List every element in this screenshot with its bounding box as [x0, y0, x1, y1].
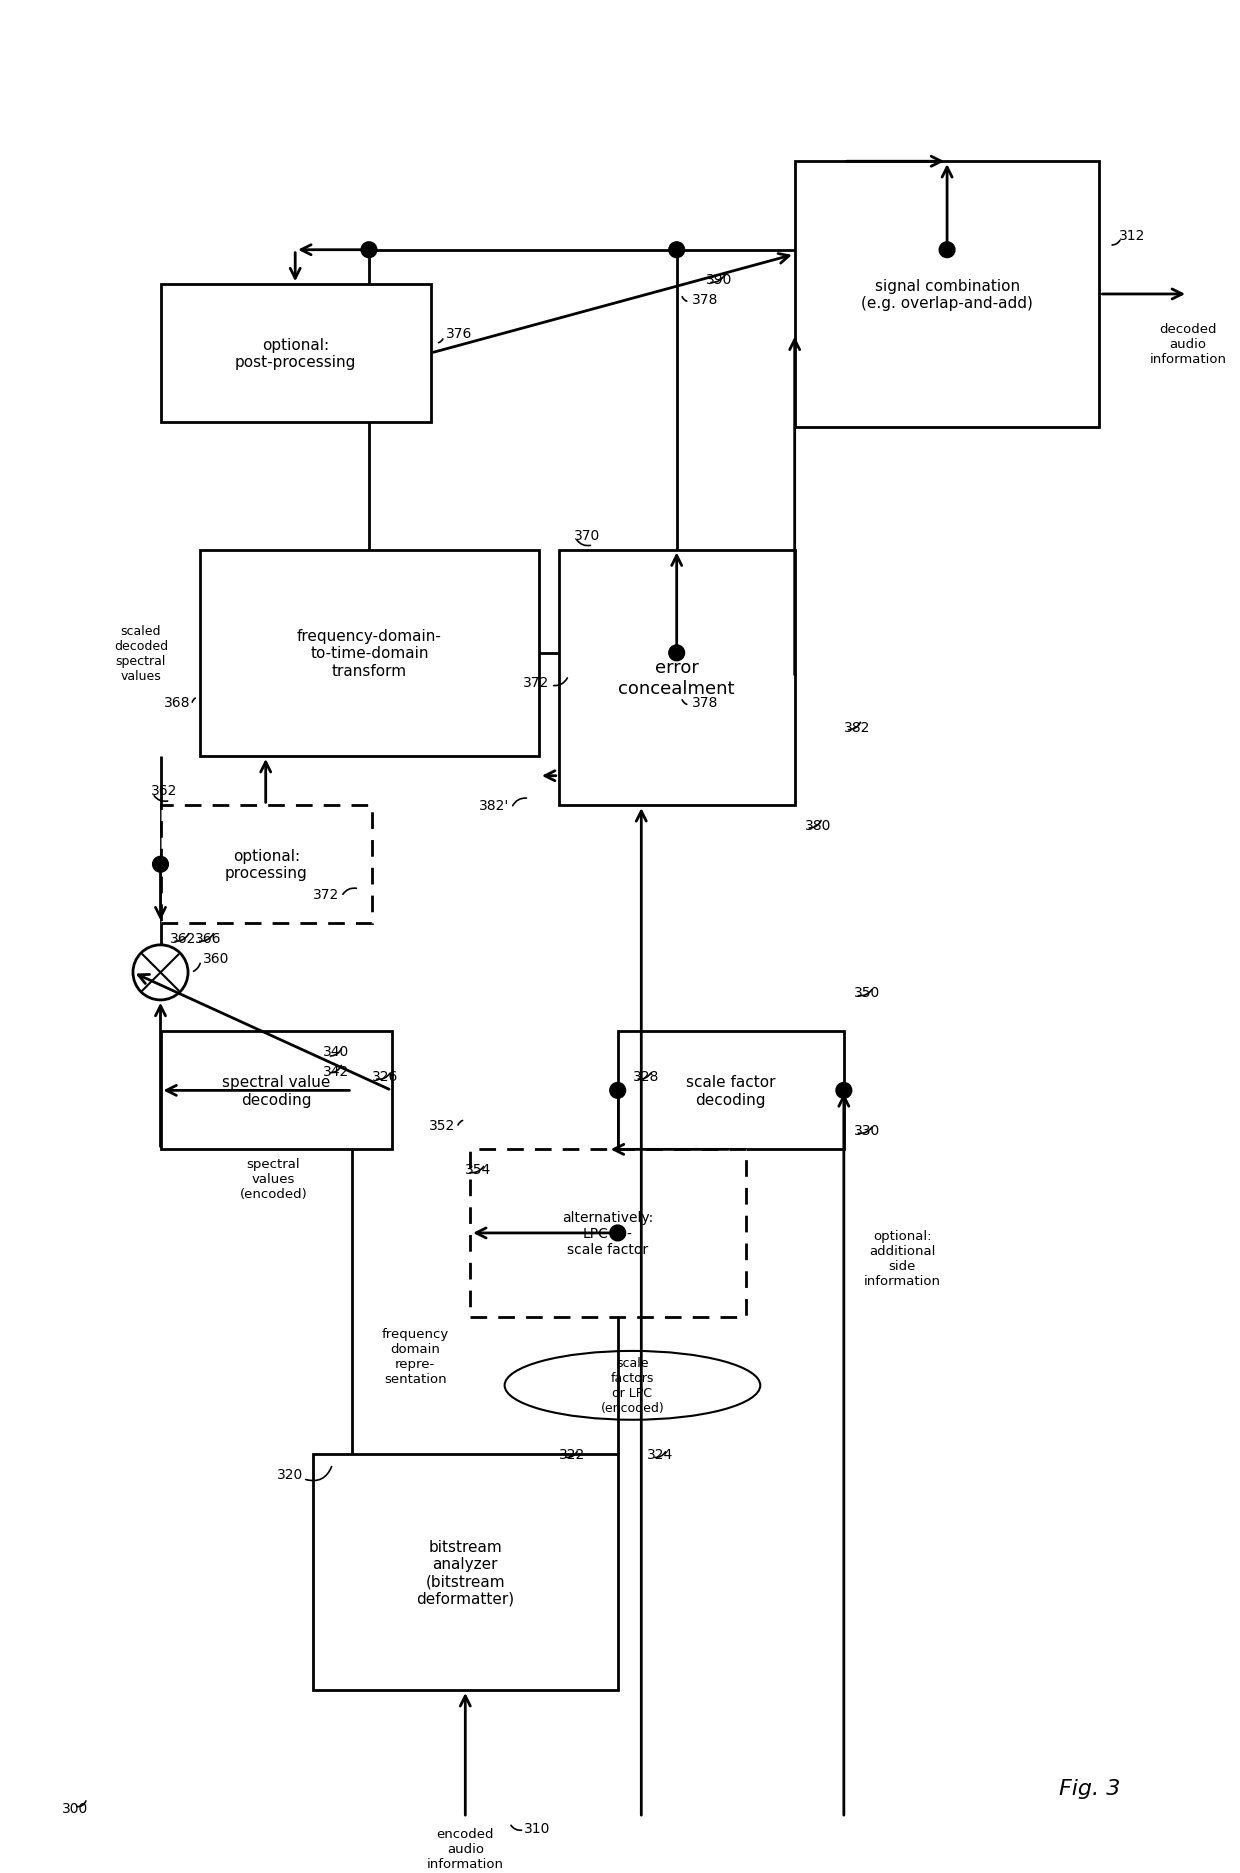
Text: alternatively:
LPC-to-
scale factor: alternatively: LPC-to- scale factor [562, 1210, 653, 1257]
Text: error
concealment: error concealment [619, 659, 735, 697]
Text: frequency-domain-
to-time-domain
transform: frequency-domain- to-time-domain transfo… [298, 629, 441, 678]
Text: 372: 372 [314, 888, 340, 901]
Text: 352: 352 [429, 1118, 455, 1131]
Text: 370: 370 [573, 528, 600, 543]
Text: Fig. 3: Fig. 3 [1059, 1779, 1120, 1798]
Text: 342: 342 [322, 1064, 348, 1079]
FancyBboxPatch shape [160, 805, 372, 923]
FancyBboxPatch shape [200, 551, 539, 757]
FancyBboxPatch shape [470, 1150, 745, 1317]
Text: scale
factors
or LPC
(encoded): scale factors or LPC (encoded) [600, 1356, 665, 1414]
FancyBboxPatch shape [160, 285, 430, 423]
Text: 362: 362 [170, 931, 197, 946]
Text: encoded
audio
information: encoded audio information [427, 1826, 503, 1869]
Text: 380: 380 [805, 819, 831, 832]
Circle shape [668, 646, 684, 661]
Text: signal combination
(e.g. overlap-and-add): signal combination (e.g. overlap-and-add… [861, 279, 1033, 311]
FancyBboxPatch shape [618, 1032, 844, 1150]
Text: 310: 310 [525, 1821, 551, 1836]
Text: 368: 368 [164, 695, 190, 710]
Text: optional:
additional
side
information: optional: additional side information [863, 1229, 940, 1287]
Text: 354: 354 [465, 1163, 491, 1176]
Circle shape [939, 243, 955, 258]
Text: 326: 326 [372, 1069, 398, 1083]
Text: scale factor
decoding: scale factor decoding [686, 1075, 775, 1107]
Text: 312: 312 [1120, 229, 1146, 243]
Text: 390: 390 [707, 273, 733, 287]
Text: 360: 360 [203, 951, 229, 965]
Text: 300: 300 [62, 1802, 88, 1815]
FancyBboxPatch shape [312, 1455, 618, 1689]
Circle shape [668, 243, 684, 258]
Text: 378: 378 [692, 695, 718, 710]
Text: 350: 350 [853, 985, 880, 1000]
Text: 324: 324 [647, 1448, 673, 1461]
FancyBboxPatch shape [160, 1032, 392, 1150]
Text: 382: 382 [844, 721, 870, 734]
Text: optional:
processing: optional: processing [224, 848, 308, 880]
Circle shape [361, 243, 377, 258]
Circle shape [836, 1083, 852, 1099]
Text: 362: 362 [151, 785, 177, 798]
Text: optional:
post-processing: optional: post-processing [236, 337, 356, 371]
Text: scaled
decoded
spectral
values: scaled decoded spectral values [114, 624, 167, 682]
Text: 366: 366 [195, 931, 222, 946]
Text: 328: 328 [632, 1069, 658, 1083]
Text: 340: 340 [322, 1045, 348, 1058]
Text: 322: 322 [559, 1448, 585, 1461]
Text: bitstream
analyzer
(bitstream
deformatter): bitstream analyzer (bitstream deformatte… [417, 1540, 515, 1605]
Text: 372: 372 [522, 676, 549, 689]
Text: 382': 382' [480, 798, 510, 813]
Text: frequency
domain
repre-
sentation: frequency domain repre- sentation [382, 1328, 449, 1386]
Text: decoded
audio
information: decoded audio information [1149, 322, 1226, 365]
Text: 320: 320 [277, 1467, 303, 1482]
FancyBboxPatch shape [559, 551, 795, 805]
Circle shape [610, 1225, 625, 1242]
Text: 378: 378 [692, 292, 718, 307]
FancyBboxPatch shape [795, 163, 1100, 427]
Circle shape [153, 858, 169, 873]
Text: 330: 330 [853, 1124, 880, 1137]
Text: spectral
values
(encoded): spectral values (encoded) [239, 1158, 308, 1201]
Circle shape [610, 1083, 625, 1099]
Text: spectral value
decoding: spectral value decoding [222, 1075, 330, 1107]
Text: 376: 376 [445, 328, 472, 341]
